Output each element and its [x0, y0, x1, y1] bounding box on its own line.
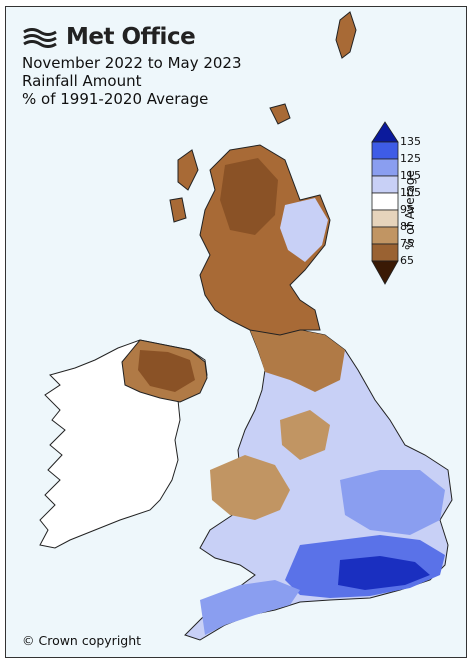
legend-band-75-85 — [371, 226, 399, 245]
map-title: November 2022 to May 2023 Rainfall Amoun… — [22, 54, 242, 108]
legend-tick-95: 95 — [400, 203, 414, 216]
orkney-islands — [269, 103, 291, 125]
midlands-dry-zone — [280, 410, 330, 460]
legend-colorbar — [371, 121, 399, 285]
scotland-west-isles — [169, 149, 199, 223]
legend-bottom-arrow — [371, 260, 399, 285]
north-england-dry-zone — [250, 330, 345, 392]
legend-tick-65: 65 — [400, 254, 414, 267]
northern-ireland-dry-patch — [138, 350, 195, 392]
legend-tick-115: 115 — [400, 169, 421, 182]
title-line-period: November 2022 to May 2023 — [22, 54, 242, 72]
legend-band-85-95 — [371, 209, 399, 228]
legend-band-105-115 — [371, 175, 399, 194]
copyright-notice: © Crown copyright — [22, 633, 142, 648]
legend-tick-125: 125 — [400, 152, 421, 165]
scotland-east-wet-zone — [280, 198, 328, 262]
title-line-variable: Rainfall Amount — [22, 72, 142, 90]
legend-top-arrow — [371, 121, 399, 143]
legend-band-115-125 — [371, 158, 399, 177]
wales-dry-zone — [210, 455, 290, 520]
southeast-very-wet-zone — [338, 556, 430, 590]
met-office-logo: Met Office — [22, 24, 196, 50]
scotland-highlands-dry-zone — [220, 158, 278, 235]
east-anglia-wet-zone — [340, 470, 445, 535]
southwest-wet-zone — [200, 580, 300, 635]
title-line-baseline: % of 1991-2020 Average — [22, 90, 209, 108]
legend-tick-105: 105 — [400, 186, 421, 199]
legend-band-95-105 — [371, 192, 399, 211]
met-office-waves-icon — [23, 28, 57, 48]
legend-tick-75: 75 — [400, 237, 414, 250]
legend-band-125-135 — [371, 141, 399, 160]
legend-tick-135: 135 — [400, 135, 421, 148]
shetland-islands — [335, 11, 357, 59]
brand-name: Met Office — [66, 24, 196, 50]
legend-band-65-75 — [371, 243, 399, 262]
legend-tick-85: 85 — [400, 220, 414, 233]
